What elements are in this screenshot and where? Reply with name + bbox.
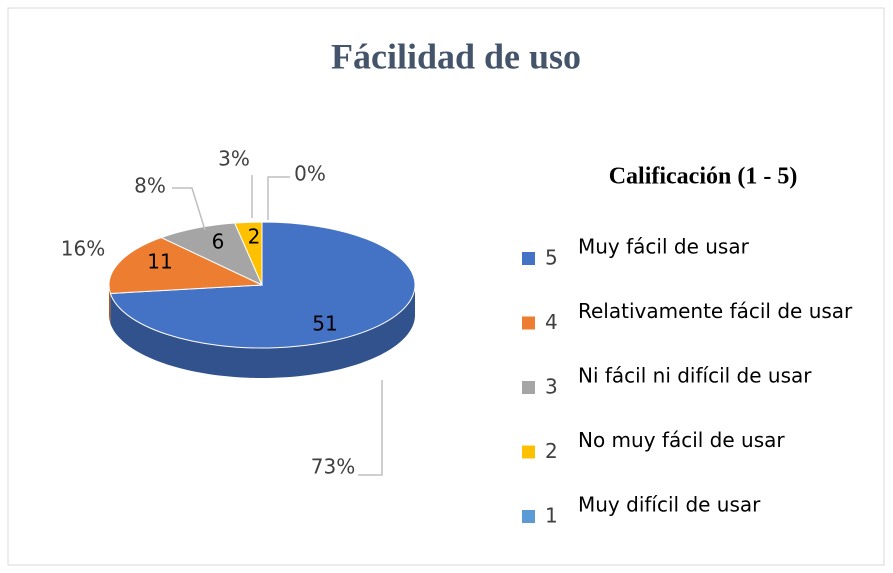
slice-side: [110, 285, 415, 378]
legend-label: Relativamente fácil de usar: [578, 299, 853, 323]
slice: [109, 221, 416, 349]
percentage-label: 0%: [294, 162, 326, 186]
percentage-label: 8%: [134, 174, 166, 198]
percentage-label: 73%: [311, 455, 355, 479]
legend-swatch: [522, 381, 535, 394]
legend-label: Ni fácil ni difícil de usar: [578, 364, 812, 388]
legend-swatch: [522, 510, 535, 523]
data-label: 2: [248, 225, 261, 249]
leader-line: [267, 176, 290, 220]
chart-title: Fácilidad de uso: [331, 36, 581, 76]
legend-label: Muy fácil de usar: [578, 235, 750, 259]
legend-number: 4: [545, 310, 558, 334]
legend-number: 3: [545, 375, 558, 399]
slice-side: [109, 285, 111, 324]
legend-swatch: [522, 252, 535, 265]
legend-title: Calificación (1 - 5): [609, 164, 798, 190]
percentage-label: 3%: [218, 147, 250, 171]
leader-line: [172, 187, 206, 231]
legend-label: Muy difícil de usar: [578, 493, 761, 517]
percentage-label: 16%: [61, 237, 105, 261]
slice: [108, 237, 263, 294]
legend-swatch: [522, 445, 535, 459]
leader-line: [358, 380, 383, 476]
data-label: 51: [312, 312, 337, 336]
legend-number: 5: [545, 246, 558, 270]
legend-number: 2: [545, 439, 558, 463]
data-label: 11: [147, 250, 172, 274]
legend-number: 1: [545, 504, 558, 528]
legend-swatch: [522, 316, 535, 330]
legend-label: No muy fácil de usar: [578, 428, 785, 452]
data-label: 6: [212, 230, 225, 254]
